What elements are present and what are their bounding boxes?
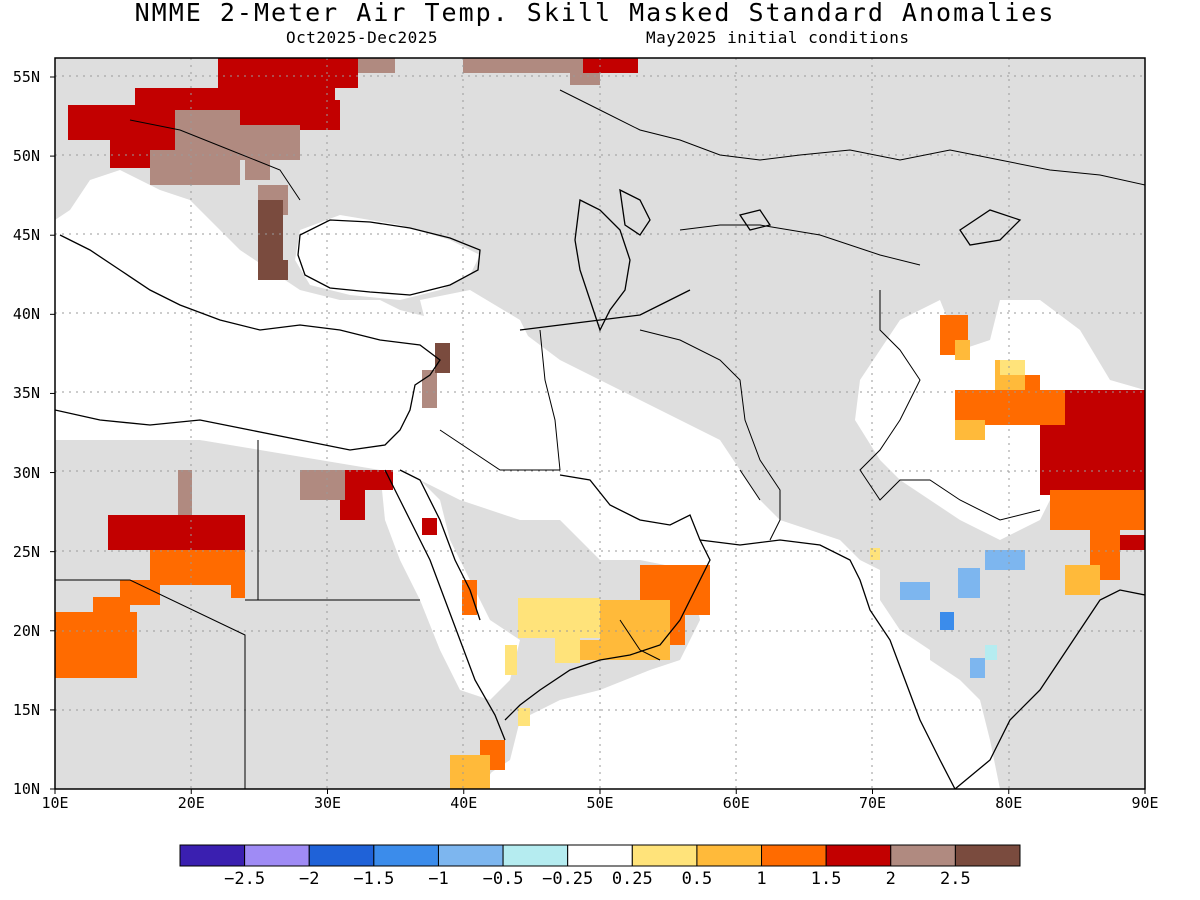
colorbar-label: 2.5 (940, 869, 971, 889)
colorbar-swatch (308, 844, 375, 867)
colorbar-label: 1 (756, 869, 767, 889)
lat-label: 55N (12, 67, 40, 86)
lat-label: 30N (12, 463, 40, 482)
coastlines (55, 188, 1145, 789)
graticule (55, 58, 1145, 789)
lon-label: 70E (858, 794, 887, 812)
colorbar-swatch (437, 844, 504, 867)
lon-label: 20E (177, 794, 205, 812)
colorbar-label: −0.25 (542, 869, 594, 889)
colorbar-label: 0.25 (611, 869, 653, 889)
lon-label: 30E (313, 794, 342, 812)
colorbar-swatch (825, 844, 892, 867)
lat-label: 35N (12, 384, 40, 403)
colorbar-swatch (567, 844, 633, 867)
colorbar-label: −1 (428, 869, 449, 889)
lat-label: 45N (12, 226, 40, 245)
lon-label: 40E (450, 794, 478, 812)
country-borders (55, 89, 1145, 789)
axis-ticks (50, 76, 1146, 794)
colorbar-swatch (373, 844, 439, 867)
colorbar-swatch (761, 844, 827, 867)
colorbar-label: −2.5 (224, 869, 266, 889)
lat-label: 40N (12, 305, 40, 324)
valid-period: Oct2025-Dec2025 (286, 28, 438, 47)
lat-label: 50N (12, 147, 40, 166)
colorbar-label: −2 (298, 869, 320, 889)
initial-conditions: May2025 initial conditions (646, 28, 910, 47)
lat-label: 15N (12, 700, 40, 719)
colorbar-swatch (502, 844, 569, 867)
colorbar-label: −1.5 (353, 869, 395, 889)
anomaly-cells (55, 58, 1145, 789)
lon-label: 10E (41, 794, 69, 812)
lon-label: 90E (1131, 794, 1159, 812)
lat-label: 20N (12, 621, 40, 640)
colorbar-label: 2 (885, 869, 896, 889)
colorbar-label: 0.5 (681, 869, 713, 889)
colorbar-swatch (696, 844, 763, 867)
map-title: NMME 2-Meter Air Temp. Skill Masked Stan… (134, 0, 1056, 27)
lon-label: 50E (586, 794, 614, 812)
lat-label: 25N (12, 542, 40, 561)
colorbar-swatch (179, 844, 246, 867)
colorbar-label: −0.5 (482, 869, 524, 889)
colorbar-swatch (890, 844, 956, 867)
colorbar-swatch (631, 844, 698, 867)
colorbar (179, 844, 1021, 867)
unmasked-regions (55, 215, 910, 789)
colorbar-label: 1.5 (810, 869, 842, 889)
colorbar-swatch (954, 844, 1021, 867)
lon-label: 60E (722, 794, 750, 812)
lat-label: 10N (12, 780, 40, 798)
colorbar-swatch (244, 844, 310, 867)
lon-label: 80E (995, 794, 1023, 812)
